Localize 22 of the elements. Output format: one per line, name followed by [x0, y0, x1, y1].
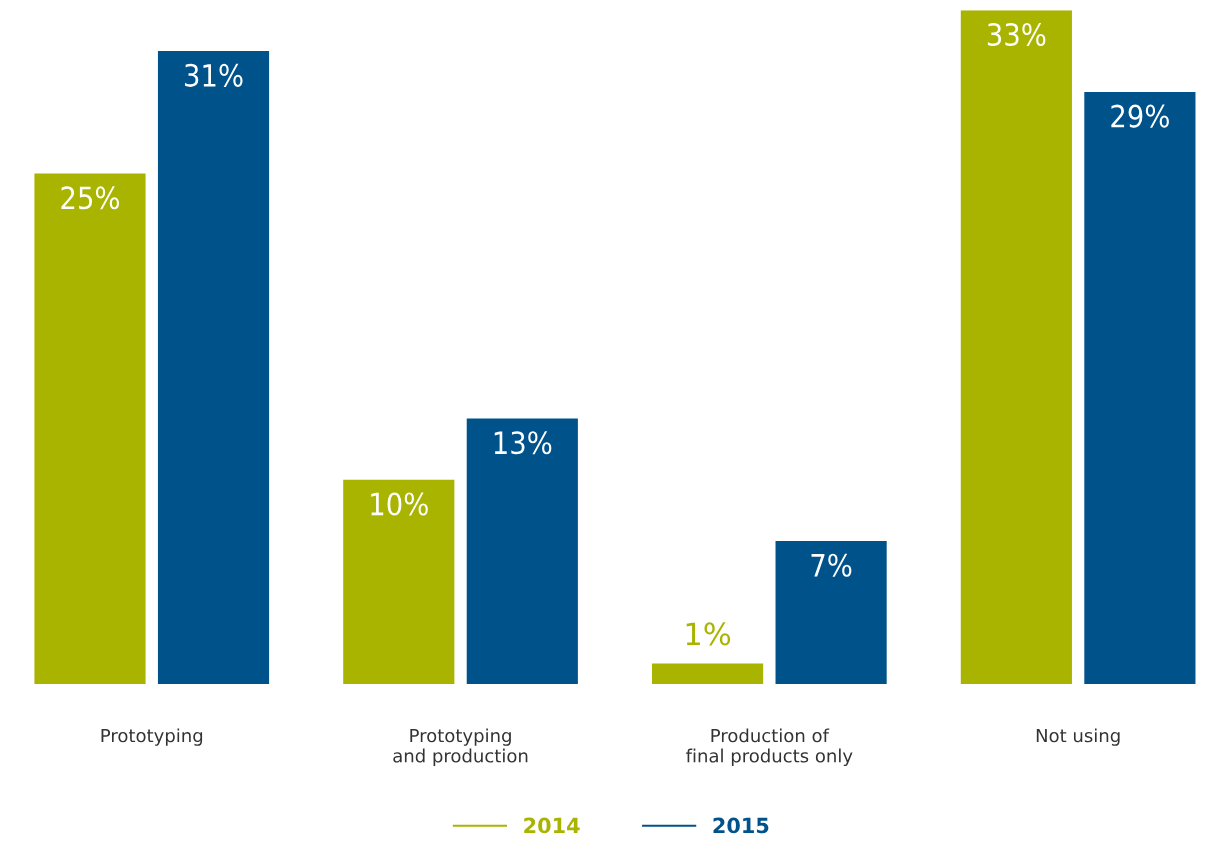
x-tick-label: Prototyping [101, 728, 203, 746]
data-label: 31% [185, 63, 243, 87]
bar [343, 479, 455, 684]
bar [34, 173, 146, 684]
data-label: 1% [686, 622, 731, 646]
data-label: 25% [61, 186, 120, 210]
bar [775, 541, 887, 684]
x-tick-label: Not using [1036, 728, 1120, 746]
data-label: 13% [494, 431, 552, 455]
bar [652, 663, 764, 684]
data-label: 10% [371, 492, 428, 516]
x-tick-label: Prototyping and production [393, 728, 528, 767]
bar [466, 418, 578, 684]
bar [1084, 91, 1196, 684]
bar [960, 10, 1072, 684]
data-label: 29% [1111, 104, 1169, 128]
bar [157, 51, 270, 684]
data-label: 33% [987, 22, 1046, 47]
legend-label: 2014 [524, 817, 580, 834]
data-label: 7% [811, 553, 852, 577]
legend-label: 2015 [713, 817, 769, 834]
x-tick-label: Production of final products only [686, 728, 853, 767]
